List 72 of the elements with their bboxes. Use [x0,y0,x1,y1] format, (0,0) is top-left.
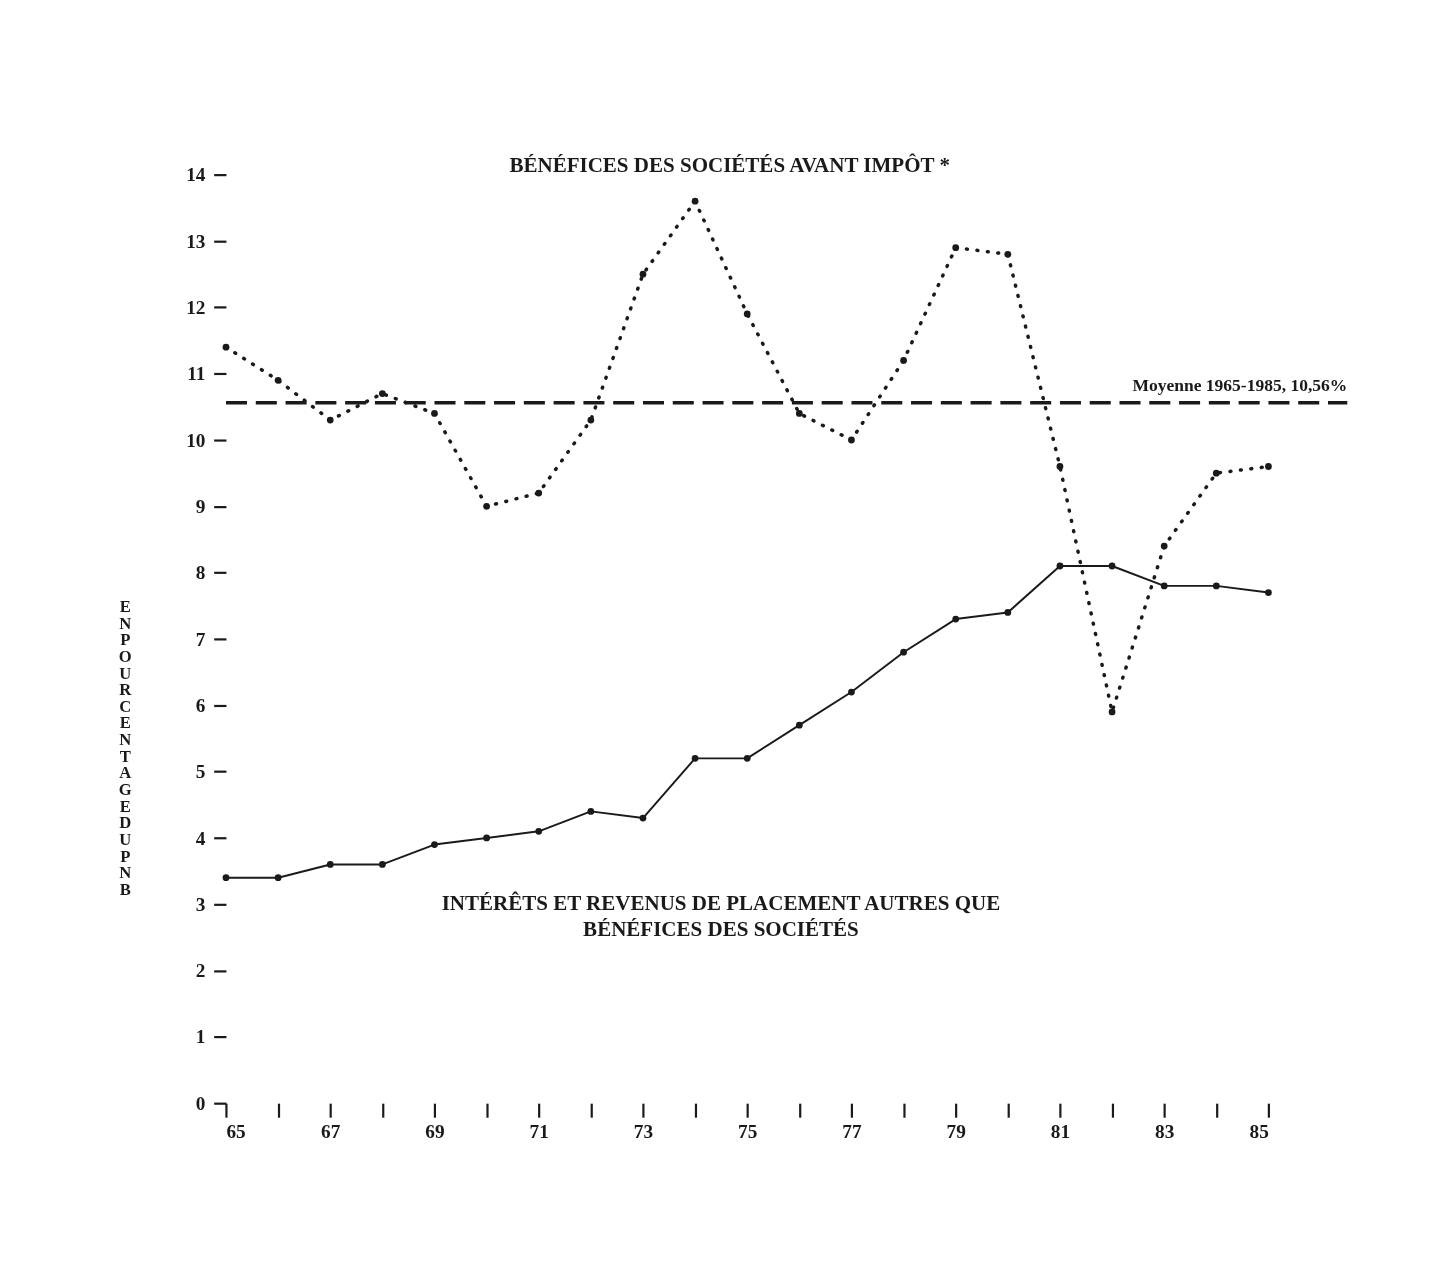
point [535,489,543,497]
y-tick-label: 9 [195,495,206,517]
point [378,390,386,397]
point [952,244,960,252]
ref-line-label: Moyenne 1965-1985, 10,56% [1132,374,1348,395]
point [326,861,334,868]
point [431,410,438,417]
y-tick-label: 0 [195,1092,206,1114]
y-tick-label: 5 [195,761,206,783]
point [848,688,855,696]
point [222,874,230,882]
series-label: INTÉRÊTS ET REVENUS DE PLACEMENT AUTRES QUE BÉNÉFICES DES SOCIÉTÉS [441,890,1001,941]
point [431,841,438,848]
point [274,874,282,882]
point [952,615,960,623]
point [326,416,334,424]
point [1212,469,1220,477]
point [222,343,230,351]
point [587,808,595,815]
point [1056,562,1064,570]
y-tick-label: 14 [186,164,206,186]
point [1108,708,1116,716]
x-tick-label: 65 [226,1120,246,1142]
y-tick-label: 12 [186,296,206,318]
x-tick-label: 83 [1154,1120,1175,1142]
point [483,834,490,842]
point [483,502,490,510]
point [900,357,907,364]
point [691,754,699,762]
point [587,416,595,424]
point [1265,589,1272,596]
x-tick-label: 81 [1050,1120,1071,1142]
point [743,754,751,762]
y-tick-label: 7 [195,628,206,650]
x-tick-label: 69 [425,1120,445,1142]
x-tick-label: 71 [529,1120,549,1142]
point [743,310,751,318]
y-tick-label: 11 [187,363,206,385]
x-tick-label: 73 [633,1120,654,1142]
point [900,648,907,656]
y-tick-label: 13 [186,230,206,252]
y-tick-label: 1 [195,1026,206,1048]
x-tick-label: 67 [321,1120,341,1142]
text: BÉNÉFICES DES SOCIÉTÉS AVANT IMPÔT * [509,153,950,178]
x-tick-label: 79 [946,1120,966,1142]
point [1265,463,1272,470]
point [274,376,282,384]
point [795,721,803,729]
x-tick-label: 75 [738,1120,758,1142]
point [1004,609,1012,616]
point [535,827,543,835]
point [639,270,647,278]
y-tick-label: 10 [186,429,206,451]
point [639,814,647,822]
point [1160,542,1168,550]
y-tick-label: 4 [195,827,206,849]
point [1056,463,1064,470]
x-tick-label: 77 [842,1120,862,1142]
y-tick-label: 2 [195,960,206,982]
point [691,197,699,205]
point [848,436,855,444]
y-tick-label: 3 [195,893,206,915]
text: EN POURCENTAGE DU PNB [118,596,132,899]
point [1108,562,1116,570]
point [1212,582,1220,590]
point [378,861,386,868]
point [1004,250,1012,258]
point [1160,582,1168,590]
y-tick-label: 8 [195,562,206,584]
x-tick-label: 85 [1249,1120,1269,1142]
y-tick-label: 6 [195,694,206,716]
point [795,410,803,417]
